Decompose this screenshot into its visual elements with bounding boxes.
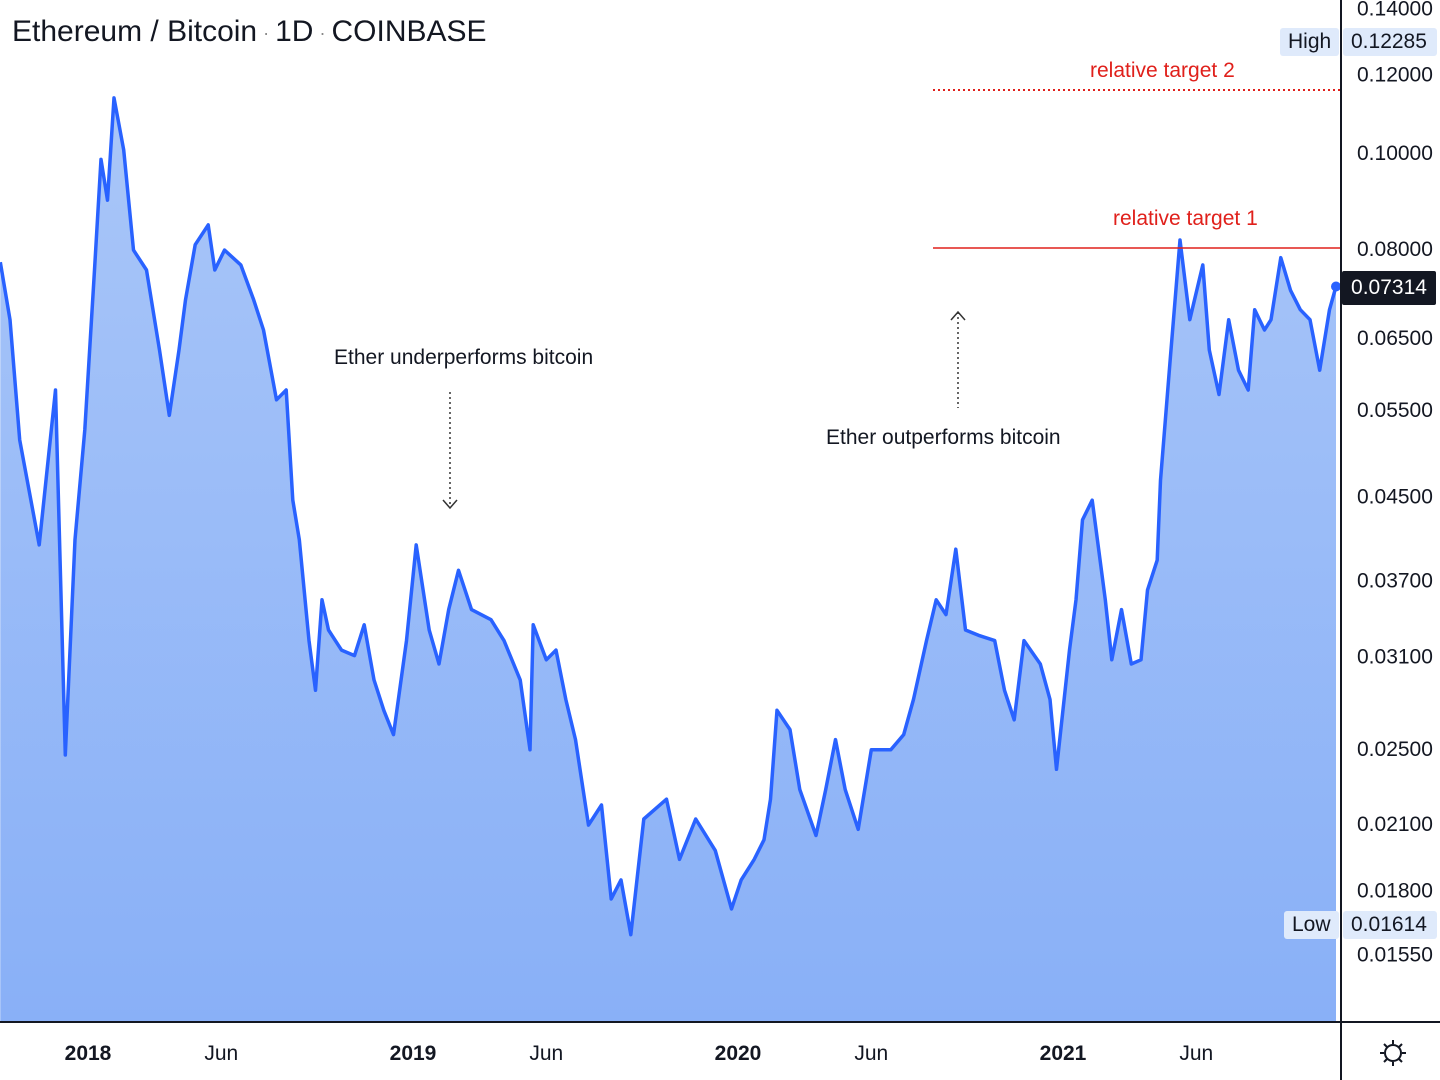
price-line[interactable] — [0, 96, 1338, 937]
high-value: 0.12285 — [1343, 28, 1437, 56]
x-tick-label: Jun — [529, 1042, 563, 1065]
price-area-fill — [0, 97, 1336, 1021]
time-axis[interactable]: 2018 Jun 2019 Jun 2020 Jun 2021 Jun — [65, 1042, 1214, 1065]
y-tick-label: 0.02100 — [1357, 813, 1433, 836]
low-label: Low — [1284, 911, 1339, 939]
y-tick-label: 0.06500 — [1357, 327, 1433, 350]
annotation-outperforms: Ether outperforms bitcoin — [826, 426, 1061, 449]
up-arrow-icon — [950, 310, 966, 408]
y-tick-label: 0.03100 — [1357, 646, 1433, 669]
y-tick-label: 0.01800 — [1357, 879, 1433, 902]
y-tick-label: 0.05500 — [1357, 399, 1433, 422]
y-tick-label: 0.04500 — [1357, 485, 1433, 508]
x-tick-label: 2018 — [65, 1042, 112, 1065]
x-tick-label: Jun — [204, 1042, 238, 1065]
y-tick-label: 0.02500 — [1357, 738, 1433, 761]
high-label: High — [1280, 28, 1340, 56]
title-separator: · — [263, 23, 270, 44]
y-tick-label: 0.14000 — [1357, 0, 1433, 20]
chart-title: Ethereum / Bitcoin · 1D · COINBASE — [12, 14, 487, 51]
x-tick-label: Jun — [1179, 1042, 1213, 1065]
price-axis[interactable]: 0.14000 0.12000 0.10000 0.08000 0.06500 0.055… — [1357, 0, 1433, 967]
y-tick-label: 0.10000 — [1357, 142, 1433, 165]
title-separator: · — [319, 23, 326, 44]
last-price-dot — [1331, 281, 1341, 292]
target-1-label: relative target 1 — [1113, 207, 1258, 230]
x-tick-label: 2020 — [715, 1042, 762, 1065]
annotation-underperforms: Ether underperforms bitcoin — [334, 346, 594, 369]
symbol-name[interactable]: Ethereum / Bitcoin — [12, 15, 258, 48]
settings-gear-icon[interactable] — [1378, 1038, 1408, 1068]
down-arrow-icon — [442, 392, 458, 510]
x-tick-label: 2021 — [1040, 1042, 1087, 1065]
interval[interactable]: 1D — [275, 15, 314, 48]
x-tick-label: Jun — [854, 1042, 888, 1065]
x-tick-label: 2019 — [390, 1042, 437, 1065]
y-tick-label: 0.12000 — [1357, 64, 1433, 87]
low-value: 0.01614 — [1343, 911, 1437, 939]
y-tick-label: 0.01550 — [1357, 944, 1433, 967]
last-price-label: 0.07314 — [1342, 271, 1436, 305]
y-tick-label: 0.03700 — [1357, 570, 1433, 593]
exchange: COINBASE — [331, 15, 487, 48]
y-tick-label: 0.08000 — [1357, 238, 1433, 261]
target-2-label: relative target 2 — [1090, 59, 1235, 82]
